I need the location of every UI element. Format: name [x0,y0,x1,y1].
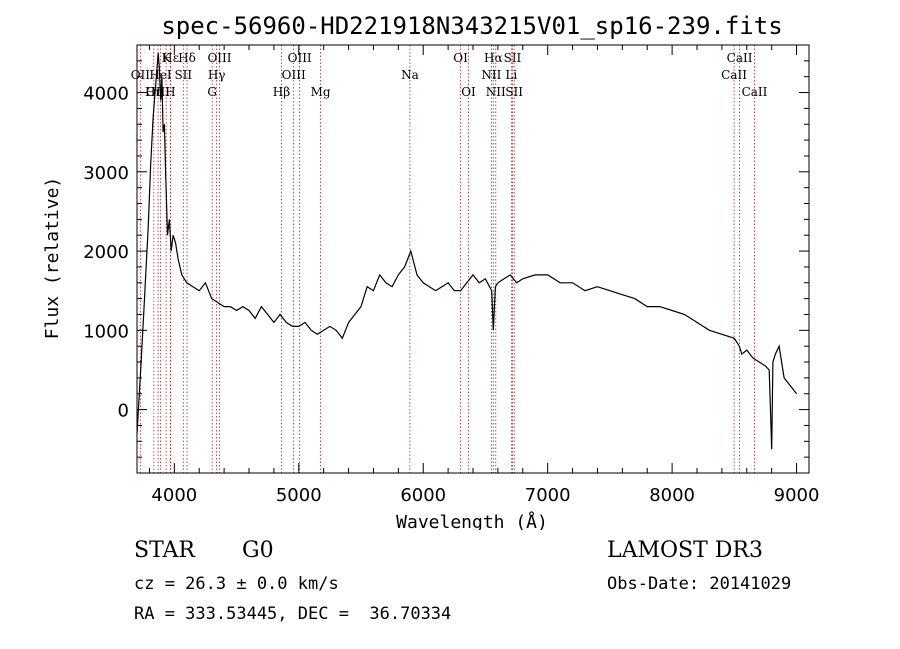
y-tick-label-3000: 3000 [83,163,129,184]
line-label-8: CaII [727,51,753,65]
object-subclass: G0 [242,538,274,563]
x-tick-label-7000: 7000 [525,485,571,506]
x-tick-label-9000: 9000 [774,485,820,506]
line-label-7: SII [504,51,522,65]
x-tick-label-6000: 6000 [400,485,446,506]
line-label-20: H [165,85,175,99]
line-label-9: OII [131,68,151,82]
line-label-25: NII [486,85,506,99]
line-label-18: OIII [146,85,170,99]
spectrum-chart: spec-56960-HD221918N343215V01_sp16-239.f… [42,12,820,530]
object-class: STAR [134,538,195,563]
x-axis-label: Wavelength (Å) [396,511,548,530]
y-tick-label-0: 0 [118,401,129,422]
line-label-21: G [207,85,217,99]
x-tick-label-8000: 8000 [649,485,695,506]
line-label-27: CaII [742,85,768,99]
line-label-1: K [162,51,172,65]
y-tick-label-2000: 2000 [83,242,129,263]
x-axis: 4000 5000 6000 7000 8000 9000 [148,45,820,506]
line-label-4: OIII [288,51,312,65]
line-label-17: CaII [721,68,747,82]
line-label-19: Hη [145,85,163,99]
x-tick-label-4000: 4000 [151,485,197,506]
y-axis: 0 1000 2000 3000 4000 [83,60,809,458]
redshift-value: cz = 26.3 ± 0.0 km/s [134,574,339,594]
line-label-26: SII [505,85,523,99]
survey-name: LAMOST DR3 [607,538,763,563]
plot-frame [136,44,810,474]
line-label-10: HeI [149,68,172,82]
line-label-5: OI [453,51,468,65]
observation-date: Obs-Date: 20141029 [607,574,792,594]
spectrum-line [136,52,798,450]
line-label-6: Hα [484,51,503,65]
line-label-24: OI [461,85,476,99]
line-label-3: OIII [207,51,231,65]
line-label-2: Hδ [178,51,196,65]
line-label-15: NII [481,68,501,82]
x-tick-label-5000: 5000 [276,485,322,506]
line-label-22: Hβ [273,85,290,99]
chart-title: spec-56960-HD221918N343215V01_sp16-239.f… [161,12,782,40]
line-label-16: Li [505,68,517,82]
line-label-12: Hγ [208,68,226,82]
line-label-23: Mg [311,85,331,99]
line-label-11: SII [174,68,192,82]
coordinates: RA = 333.53445, DEC = 36.70334 [134,604,452,624]
line-label-13: OIII [282,68,306,82]
y-axis-label: Flux (relative) [42,177,63,340]
y-tick-label-1000: 1000 [83,321,129,342]
y-tick-label-4000: 4000 [83,84,129,105]
line-label-14: Na [401,68,419,82]
